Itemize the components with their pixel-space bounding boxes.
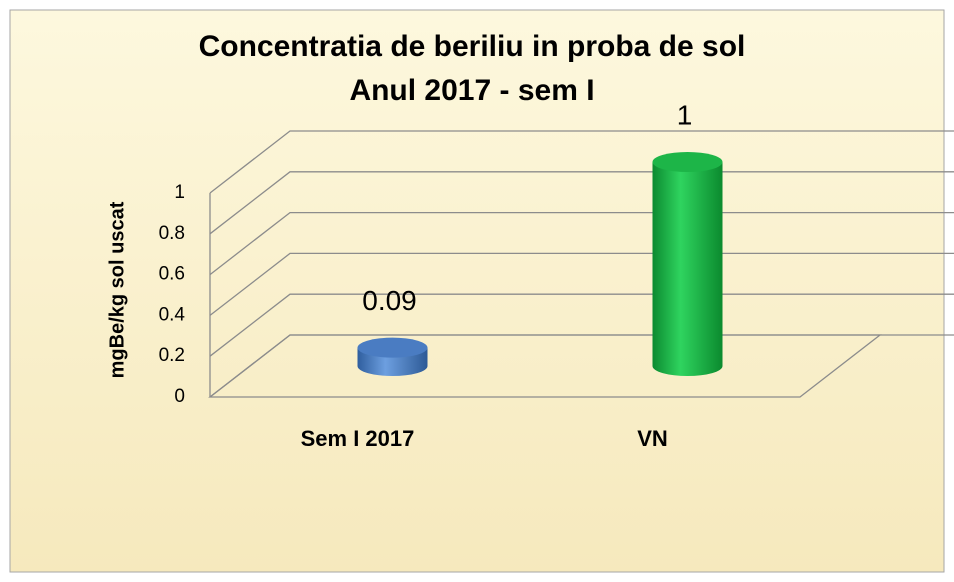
- bar-top: [357, 337, 428, 358]
- chart-subtitle: Anul 2017 - sem I: [349, 74, 594, 107]
- grid-line: [209, 252, 954, 316]
- chart-title: Concentratia de beriliu in proba de sol: [199, 30, 746, 63]
- grid-line: [209, 171, 954, 235]
- bar-top: [652, 152, 723, 172]
- y-tick-label: 0.8: [159, 223, 185, 244]
- grid-line: [209, 293, 954, 357]
- value-label: 0.09: [362, 285, 417, 316]
- y-tick-label: 0.4: [159, 304, 186, 325]
- y-tick-label: 0.6: [159, 264, 185, 285]
- grid-line: [209, 211, 954, 276]
- bar: [652, 162, 723, 377]
- y-tick-label: 1: [174, 182, 185, 203]
- y-tick-label: 0.2: [159, 345, 185, 366]
- grid-line: [209, 334, 954, 398]
- y-tick-label: 0: [174, 386, 185, 407]
- grid-line: [209, 130, 954, 194]
- value-label: 1: [677, 99, 693, 130]
- y-axis-label: mgBe/kg sol uscat: [106, 201, 128, 378]
- x-tick-label: Sem I 2017: [301, 426, 415, 451]
- x-tick-label: VN: [637, 426, 668, 451]
- chart-area: [9, 9, 945, 573]
